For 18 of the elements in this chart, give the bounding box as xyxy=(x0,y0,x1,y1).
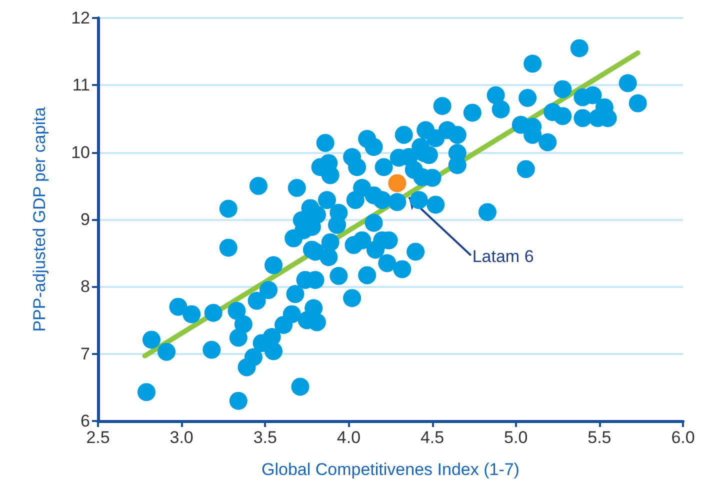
x-tick-label: 6.0 xyxy=(671,428,695,447)
x-tick-label: 4.0 xyxy=(336,428,361,447)
y-axis-title: PPP-adjusted GDP per capita xyxy=(30,106,49,332)
y-tick-label: 8 xyxy=(80,277,90,296)
y-tick-label: 6 xyxy=(80,412,90,430)
y-tick-label: 9 xyxy=(80,210,90,229)
x-tick-label: 3.5 xyxy=(253,428,277,447)
annotation: Latam 6 xyxy=(472,247,534,266)
x-tick-label: 5.5 xyxy=(588,428,612,447)
x-tick-label: 4.5 xyxy=(420,428,444,447)
x-tick-label: 2.5 xyxy=(86,428,110,447)
x-tick-label: 5.0 xyxy=(504,428,528,447)
y-tick-label: 10 xyxy=(71,142,90,162)
y-tick-label: 11 xyxy=(72,76,90,95)
x-tick-label: 3.0 xyxy=(170,428,194,447)
y-tick-label: 12 xyxy=(71,8,90,28)
y-tick-label: 7 xyxy=(80,344,90,364)
x-axis-title: Global Competitivenes Index (1-7) xyxy=(262,460,520,479)
